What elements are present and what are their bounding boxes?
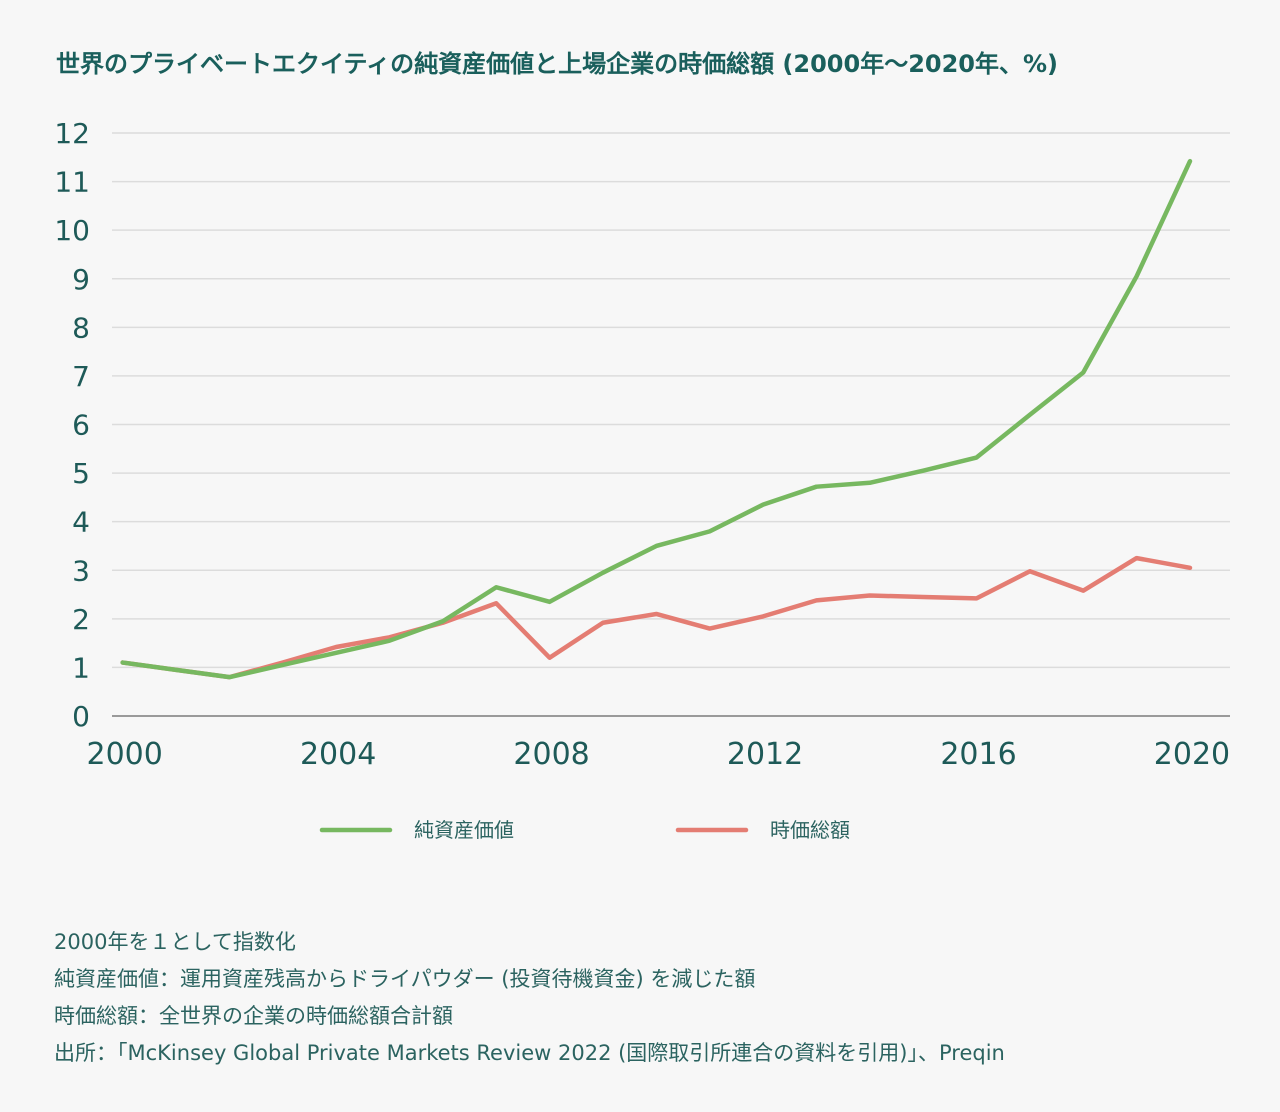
x-axis-ticks: 2000 2004 2008 2012 2016 2020 bbox=[86, 737, 1230, 772]
chart-title: 世界のプライベートエクイティの純資産価値と上場企業の時価総額 (2000年〜20… bbox=[56, 50, 1059, 78]
y-tick-label: 2 bbox=[72, 603, 90, 636]
x-tick-label: 2020 bbox=[1154, 737, 1230, 772]
note-index-basis: 2000年を１として指数化 bbox=[54, 930, 296, 954]
legend-label-0: 純資産価値 bbox=[414, 818, 514, 842]
y-tick-label: 7 bbox=[72, 360, 90, 393]
note-market-cap-definition: 時価総額：全世界の企業の時価総額合計額 bbox=[54, 1004, 453, 1028]
note-source: 出所：「McKinsey Global Private Markets Revi… bbox=[54, 1041, 1005, 1065]
x-tick-label: 2004 bbox=[300, 737, 376, 772]
legend: 純資産価値 時価総額 bbox=[319, 818, 850, 842]
footnotes: 2000年を１として指数化 純資産価値：運用資産残高からドライパウダー (投資待… bbox=[54, 924, 1005, 1072]
note-nav-definition: 純資産価値：運用資産残高からドライパウダー (投資待機資金) を減じた額 bbox=[54, 967, 756, 991]
y-tick-label: 10 bbox=[54, 214, 90, 247]
x-tick-label: 2000 bbox=[86, 737, 162, 772]
legend-label-1: 時価総額 bbox=[770, 818, 850, 842]
series-line-0 bbox=[120, 158, 1193, 680]
y-tick-label: 0 bbox=[72, 700, 90, 733]
x-tick-label: 2008 bbox=[513, 737, 589, 772]
y-tick-label: 5 bbox=[72, 457, 90, 490]
series-lines bbox=[120, 158, 1193, 680]
y-tick-label: 3 bbox=[72, 554, 90, 587]
y-tick-label: 11 bbox=[54, 166, 90, 199]
x-tick-label: 2012 bbox=[727, 737, 803, 772]
y-tick-label: 12 bbox=[54, 117, 90, 150]
y-tick-label: 6 bbox=[72, 409, 90, 442]
y-tick-label: 1 bbox=[72, 651, 90, 684]
x-tick-label: 2016 bbox=[940, 737, 1016, 772]
y-tick-label: 8 bbox=[72, 311, 90, 344]
y-tick-label: 9 bbox=[72, 263, 90, 296]
y-tick-label: 4 bbox=[72, 506, 90, 539]
grid-lines bbox=[112, 132, 1230, 717]
series-line-1 bbox=[120, 555, 1193, 680]
